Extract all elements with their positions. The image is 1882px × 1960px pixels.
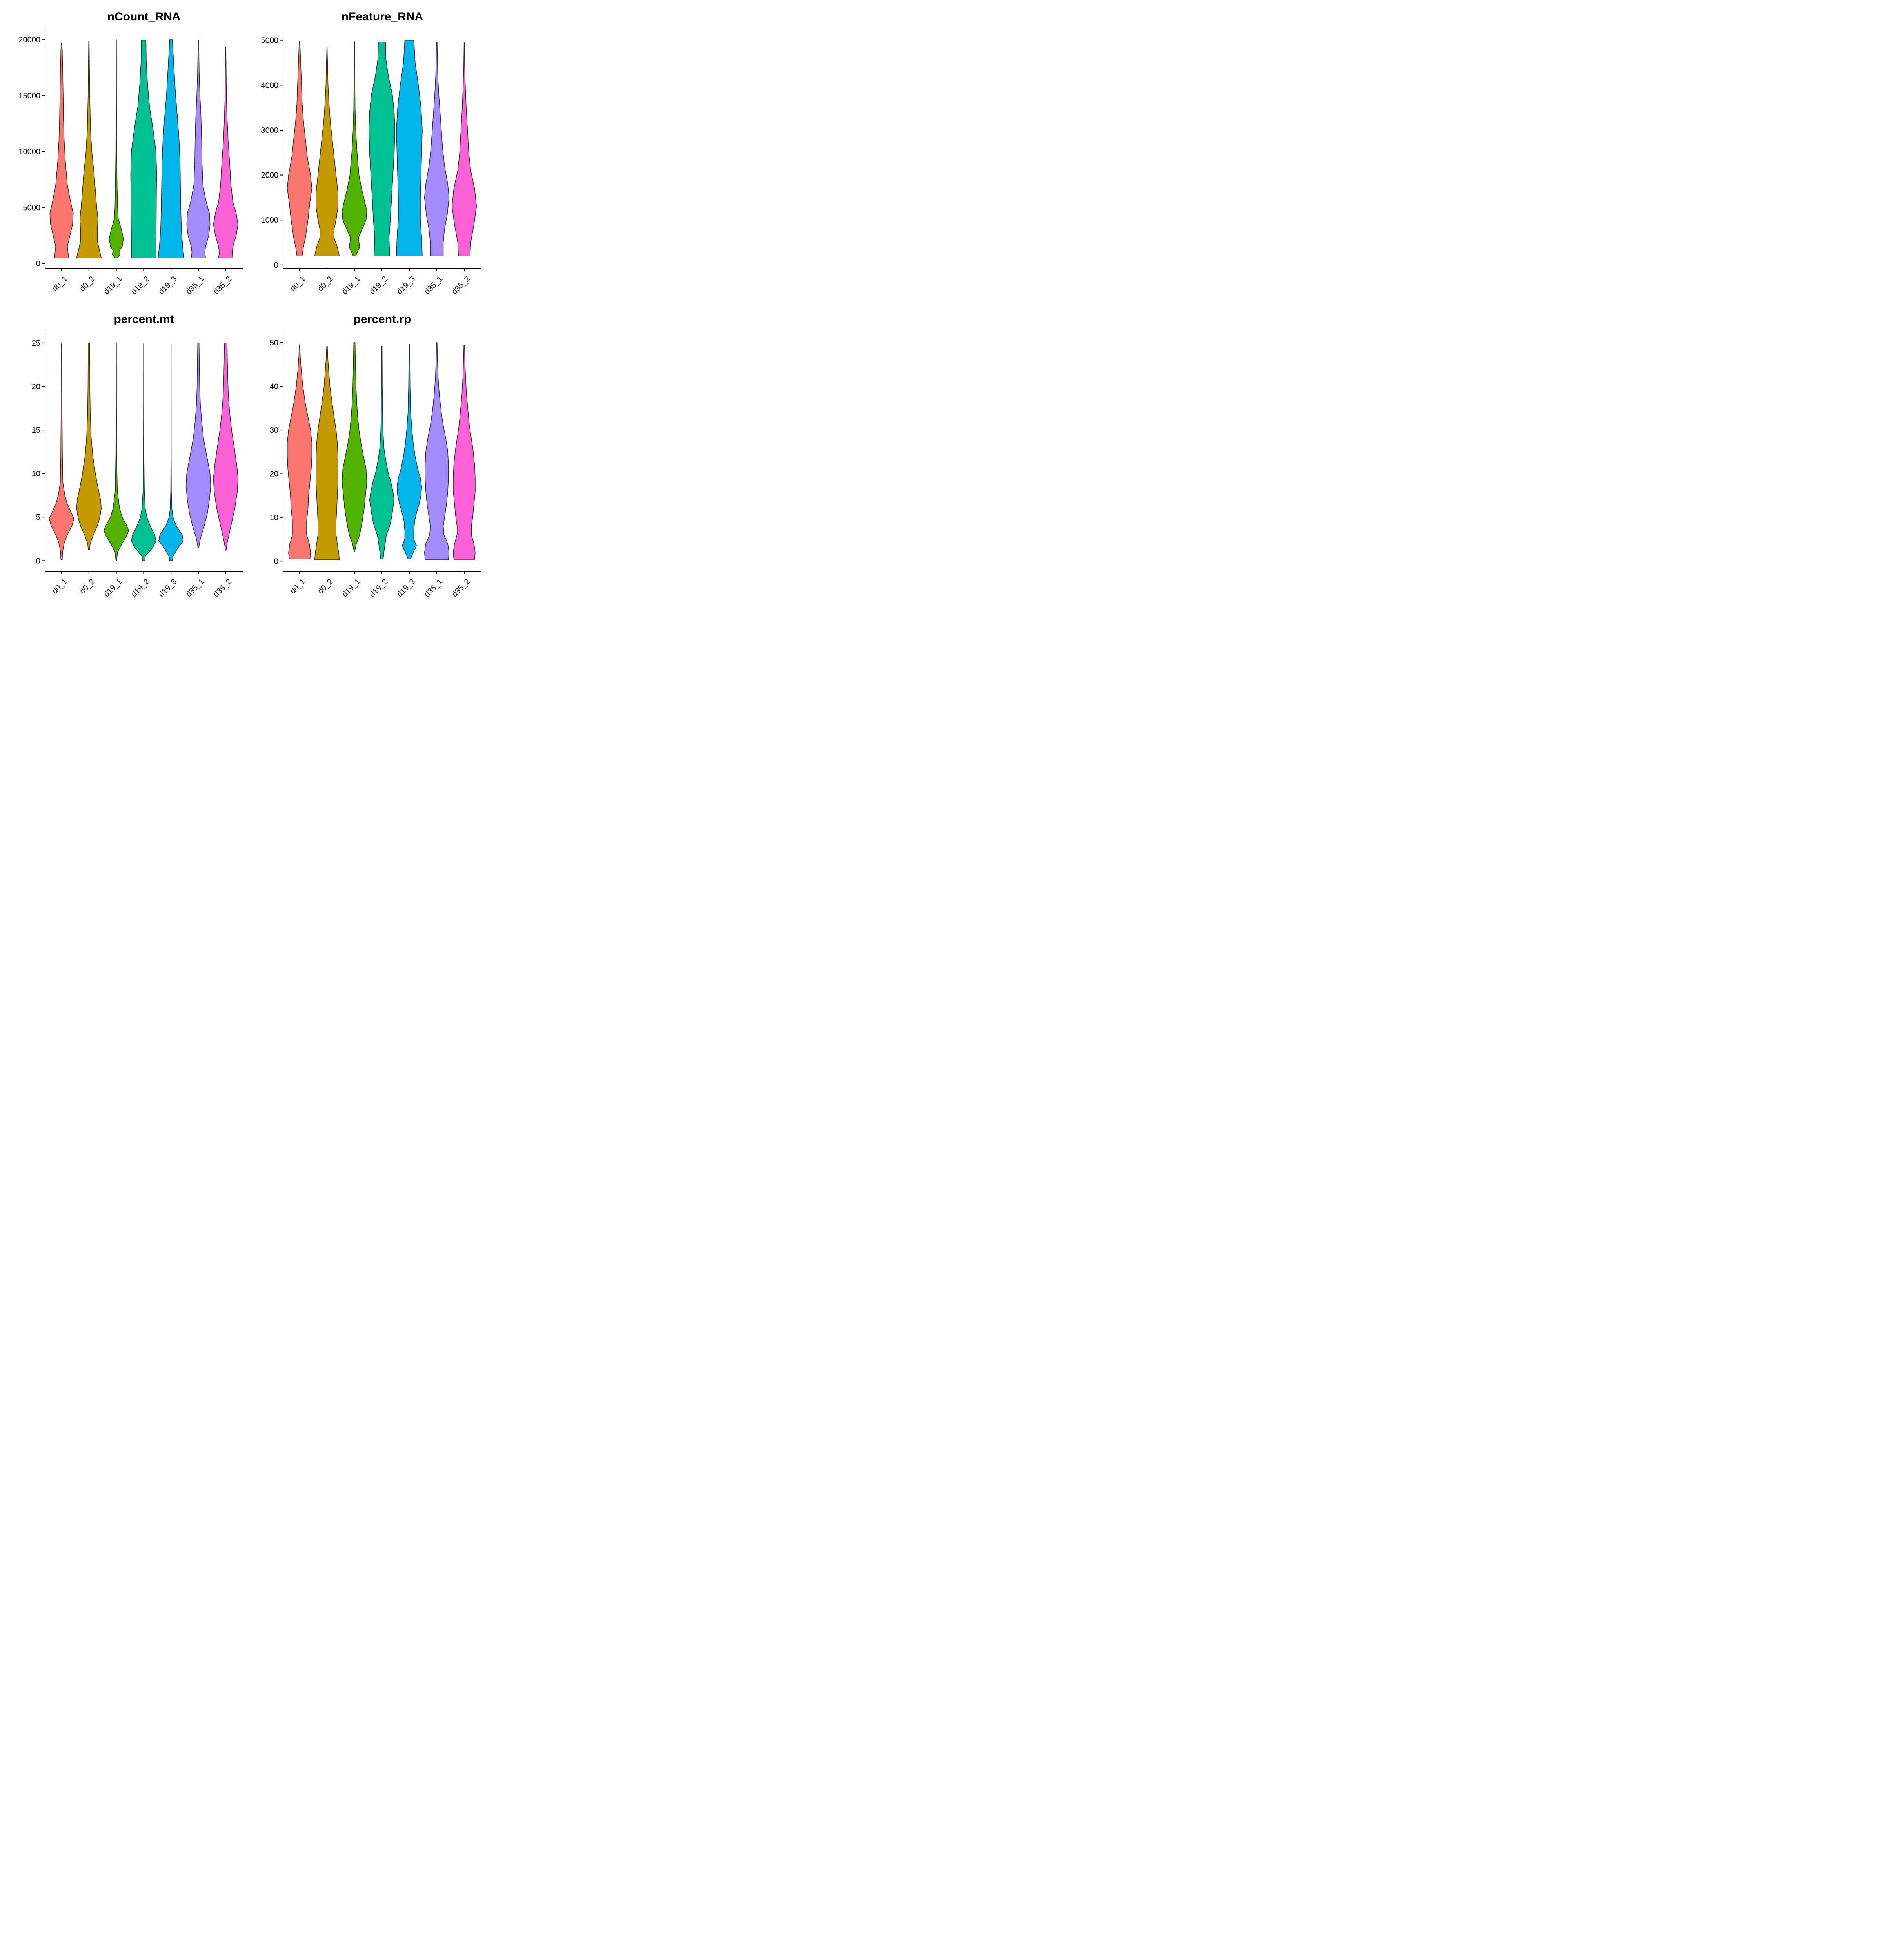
violin-d0_2 xyxy=(314,346,340,560)
y-tick-label: 20 xyxy=(270,470,278,478)
violin-d35_2 xyxy=(451,42,477,256)
x-tick-label: d19_3 xyxy=(157,275,178,296)
y-tick-label: 5 xyxy=(36,513,40,522)
x-tick-label: d0_2 xyxy=(78,275,96,293)
violin-d35_2 xyxy=(213,343,238,551)
y-tick-label: 20 xyxy=(32,383,40,391)
violin-d0_2 xyxy=(76,343,102,550)
violin-d19_1 xyxy=(104,343,129,561)
violin-d0_1 xyxy=(49,42,74,258)
y-tick-label: 3000 xyxy=(261,126,279,135)
x-tick-label: d0_2 xyxy=(78,577,96,596)
chart-panel-1: nFeature_RNA 0 1000 2000 3000 4000 5000 d0_1 d0_… xyxy=(261,10,481,296)
violin-d19_3 xyxy=(158,39,184,258)
x-tick-label: d19_2 xyxy=(130,577,151,599)
violin-d19_3 xyxy=(396,344,422,559)
violin-d19_3 xyxy=(396,40,423,256)
x-tick-label: d35_2 xyxy=(450,275,472,296)
x-tick-label: d19_2 xyxy=(130,275,151,296)
chart-panel-2: percent.mt 0 5 10 15 20 25 d0_1 d0_2 d19_1 d19_2 d1… xyxy=(32,313,243,599)
x-tick-label: d19_1 xyxy=(340,577,362,599)
x-tick-label: d35_1 xyxy=(423,275,444,296)
violin-d35_2 xyxy=(213,46,238,258)
y-tick-label: 15000 xyxy=(18,92,40,100)
violin-d0_2 xyxy=(76,41,102,258)
violin-d0_1 xyxy=(287,41,312,256)
violin-d19_2 xyxy=(131,343,156,561)
violin-d19_1 xyxy=(109,39,124,258)
violin-d19_2 xyxy=(369,346,395,559)
violin-d35_1 xyxy=(424,42,450,256)
violin-d0_1 xyxy=(287,344,312,559)
x-tick-label: d19_1 xyxy=(340,275,362,296)
violin-d19_1 xyxy=(342,342,367,552)
y-tick-label: 20000 xyxy=(18,36,40,44)
x-tick-label: d19_3 xyxy=(395,275,417,296)
x-tick-label: d19_2 xyxy=(368,577,389,599)
chart-title: percent.mt xyxy=(114,313,174,326)
x-tick-label: d0_1 xyxy=(51,275,69,293)
y-tick-label: 5000 xyxy=(23,203,41,212)
chart-panel-0: nCount_RNA 0 5000 10000 15000 20000 d0_1 d0_2 d1… xyxy=(18,10,243,296)
x-tick-label: d35_2 xyxy=(450,577,472,599)
chart-panel-3: percent.rp 0 10 20 30 40 50 d0_1 d0_2 d19_1 d19_2 d… xyxy=(270,313,481,599)
x-tick-label: d0_2 xyxy=(316,577,334,596)
x-tick-label: d0_1 xyxy=(289,275,307,293)
y-tick-label: 0 xyxy=(274,261,278,270)
chart-title: percent.rp xyxy=(354,313,411,326)
chart-title: nFeature_RNA xyxy=(342,10,423,23)
y-tick-label: 50 xyxy=(270,339,278,347)
violin-d19_2 xyxy=(369,42,395,256)
x-tick-label: d19_3 xyxy=(395,577,417,599)
y-tick-label: 1000 xyxy=(261,216,279,225)
y-tick-label: 25 xyxy=(32,339,40,348)
y-tick-label: 10 xyxy=(270,514,278,522)
violin-d19_2 xyxy=(130,40,157,258)
y-tick-label: 0 xyxy=(36,557,40,565)
x-tick-label: d35_2 xyxy=(212,577,233,599)
violin-d35_2 xyxy=(453,345,476,560)
chart-title: nCount_RNA xyxy=(107,10,181,23)
violin-d0_1 xyxy=(49,343,74,560)
x-tick-label: d35_2 xyxy=(212,275,233,296)
x-tick-label: d19_1 xyxy=(102,577,124,599)
x-tick-label: d35_1 xyxy=(423,577,444,599)
y-tick-label: 10000 xyxy=(18,148,40,156)
x-tick-label: d19_1 xyxy=(102,275,124,296)
violin-d19_3 xyxy=(158,343,184,561)
y-tick-label: 0 xyxy=(36,260,40,268)
x-tick-label: d19_2 xyxy=(368,275,389,296)
x-tick-label: d0_1 xyxy=(51,577,69,596)
y-tick-label: 0 xyxy=(274,557,278,566)
violin-d35_1 xyxy=(424,342,450,560)
x-tick-label: d35_1 xyxy=(184,275,206,296)
violin-d0_2 xyxy=(314,47,340,256)
y-tick-label: 2000 xyxy=(261,171,279,180)
y-tick-label: 10 xyxy=(32,470,40,478)
y-tick-label: 5000 xyxy=(261,36,279,45)
x-tick-label: d0_1 xyxy=(289,577,307,596)
y-tick-label: 30 xyxy=(270,426,278,435)
violin-d35_1 xyxy=(185,343,211,548)
x-tick-label: d35_1 xyxy=(184,577,206,599)
y-tick-label: 40 xyxy=(270,382,278,391)
x-tick-label: d0_2 xyxy=(316,275,334,293)
x-tick-label: d19_3 xyxy=(157,577,178,599)
violin-d19_1 xyxy=(342,41,367,256)
y-tick-label: 4000 xyxy=(261,81,279,90)
violin-d35_1 xyxy=(186,40,211,258)
y-tick-label: 15 xyxy=(32,426,40,435)
